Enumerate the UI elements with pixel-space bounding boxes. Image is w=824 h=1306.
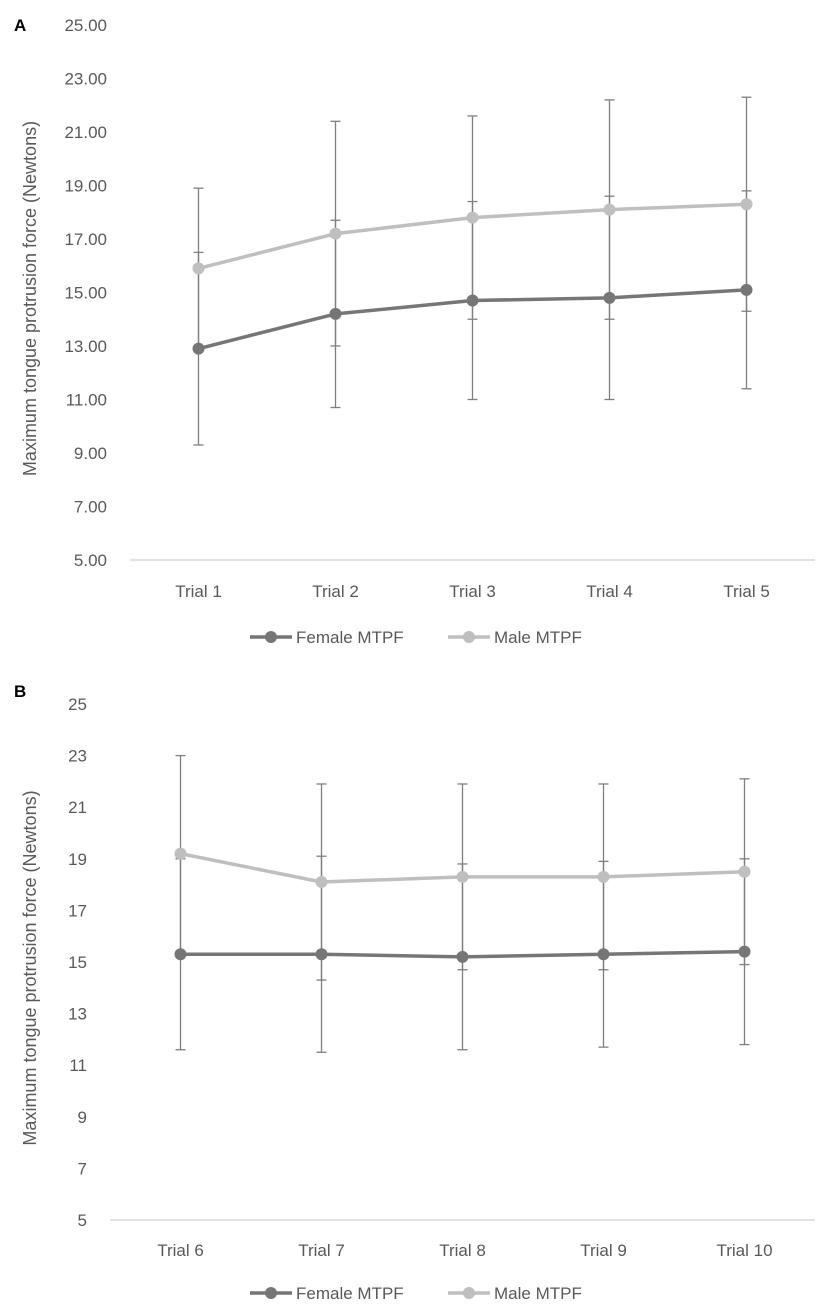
- y-tick-label: 11.00: [66, 391, 107, 410]
- x-tick-label: Trial 10: [716, 1241, 772, 1260]
- chart-panel-a: A Maximum tongue protrusion force (Newton…: [14, 16, 815, 647]
- x-tick-label: Trial 6: [157, 1241, 204, 1260]
- legend-label: Male MTPF: [494, 1284, 582, 1303]
- legend-marker-female: [265, 631, 277, 643]
- data-point-male: [192, 262, 205, 275]
- y-tick-label: 7: [78, 1159, 87, 1178]
- data-point-female: [603, 291, 616, 304]
- x-tick-label: Trial 8: [439, 1241, 486, 1260]
- data-point-female: [315, 948, 328, 961]
- data-point-female: [738, 945, 751, 958]
- y-tick-label: 23: [68, 747, 87, 766]
- panel-letter: A: [14, 16, 26, 35]
- x-tick-label: Trial 4: [586, 582, 633, 601]
- data-point-male: [603, 203, 616, 216]
- legend-marker-male: [463, 631, 475, 643]
- data-point-male: [738, 865, 751, 878]
- y-tick-label: 15.00: [64, 284, 107, 303]
- data-point-female: [192, 342, 205, 355]
- panel-letter: B: [14, 682, 26, 701]
- y-tick-label: 25: [68, 695, 87, 714]
- data-point-female: [174, 948, 187, 961]
- y-tick-label: 23.00: [64, 70, 107, 89]
- y-tick-label: 9: [78, 1108, 87, 1127]
- y-tick-label: 15: [68, 953, 87, 972]
- chart-panel-b: B Maximum tongue protrusion force (Newton…: [0, 660, 824, 1306]
- data-point-female: [456, 950, 469, 963]
- data-point-male: [174, 847, 187, 860]
- data-point-male: [456, 870, 469, 883]
- y-tick-label: 9.00: [74, 444, 107, 463]
- data-point-male: [329, 227, 342, 240]
- y-tick-label: 5.00: [74, 551, 107, 570]
- y-axis-label: Maximum tongue protrusion force (Newtons…: [20, 121, 40, 476]
- y-tick-label: 13: [68, 1005, 87, 1024]
- y-tick-label: 19.00: [64, 177, 107, 196]
- y-axis-label: Maximum tongue protrusion force (Newtons…: [20, 790, 40, 1145]
- x-tick-label: Trial 5: [723, 582, 770, 601]
- y-tick-label: 21.00: [64, 123, 107, 142]
- x-tick-label: Trial 2: [312, 582, 359, 601]
- data-point-female: [740, 283, 753, 296]
- data-point-male: [315, 876, 328, 889]
- y-tick-label: 11: [69, 1056, 87, 1075]
- x-tick-label: Trial 3: [449, 582, 496, 601]
- y-tick-label: 17: [68, 901, 87, 920]
- data-point-female: [597, 948, 610, 961]
- y-tick-label: 25.00: [64, 16, 107, 35]
- data-point-male: [466, 211, 479, 224]
- legend-label: Female MTPF: [296, 1284, 404, 1303]
- legend: Female MTPF Male MTPF: [250, 1284, 582, 1303]
- data-point-male: [597, 870, 610, 883]
- legend: Female MTPF Male MTPF: [250, 628, 582, 647]
- y-tick-label: 5: [78, 1211, 87, 1230]
- chart-a-svg: A Maximum tongue protrusion force (Newton…: [14, 16, 815, 647]
- legend-marker-female: [265, 1287, 277, 1299]
- y-tick-label: 13.00: [64, 337, 107, 356]
- data-point-female: [329, 307, 342, 320]
- y-tick-label: 17.00: [64, 230, 107, 249]
- data-point-female: [466, 294, 479, 307]
- legend-marker-male: [463, 1287, 475, 1299]
- x-tick-label: Trial 7: [298, 1241, 345, 1260]
- chart-b-svg: B Maximum tongue protrusion force (Newton…: [14, 682, 815, 1303]
- legend-label: Female MTPF: [296, 628, 404, 647]
- x-tick-label: Trial 1: [175, 582, 222, 601]
- data-point-male: [740, 198, 753, 211]
- x-tick-label: Trial 9: [580, 1241, 627, 1260]
- y-tick-label: 21: [68, 798, 87, 817]
- legend-label: Male MTPF: [494, 628, 582, 647]
- y-tick-label: 19: [68, 850, 87, 869]
- y-tick-label: 7.00: [74, 498, 107, 517]
